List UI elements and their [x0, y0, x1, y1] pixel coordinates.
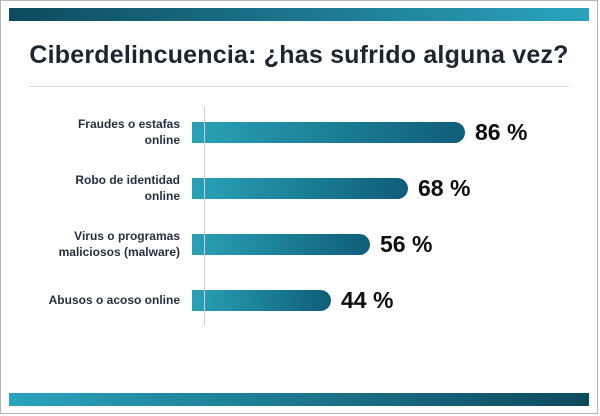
title-divider	[29, 86, 569, 87]
category-label: Robo de identidad online	[75, 172, 180, 203]
bar-row: Fraudes o estafas online 86 %	[1, 111, 597, 153]
top-accent-strip	[9, 8, 589, 21]
bar	[192, 233, 370, 255]
value-label: 68 %	[418, 174, 471, 201]
chart-title: Ciberdelincuencia: ¿has sufrido alguna v…	[29, 41, 569, 69]
bar	[192, 177, 408, 199]
bar-area: 44 %	[192, 287, 597, 314]
bar	[192, 289, 331, 311]
bar-row: Virus o programas maliciosos (malware) 56…	[1, 223, 597, 265]
bar	[192, 121, 465, 143]
bar-area: 86 %	[192, 119, 597, 146]
bottom-accent-strip	[9, 393, 589, 406]
value-label: 86 %	[475, 118, 528, 145]
value-label: 56 %	[380, 230, 433, 257]
bar-row: Robo de identidad online 68 %	[1, 167, 597, 209]
category-label: Fraudes o estafas online	[77, 116, 180, 147]
bar-row: Abusos o acoso online 44 %	[1, 279, 597, 321]
value-label: 44 %	[341, 286, 394, 313]
bar-area: 56 %	[192, 231, 597, 258]
bar-chart: Fraudes o estafas online 86 % Robo de iden…	[1, 107, 597, 325]
axis-line	[204, 107, 205, 325]
bar-area: 68 %	[192, 175, 597, 202]
category-label: Abusos o acoso online	[48, 292, 180, 307]
chart-rows: Fraudes o estafas online 86 % Robo de iden…	[1, 111, 597, 321]
category-label: Virus o programas maliciosos (malware)	[58, 228, 180, 259]
